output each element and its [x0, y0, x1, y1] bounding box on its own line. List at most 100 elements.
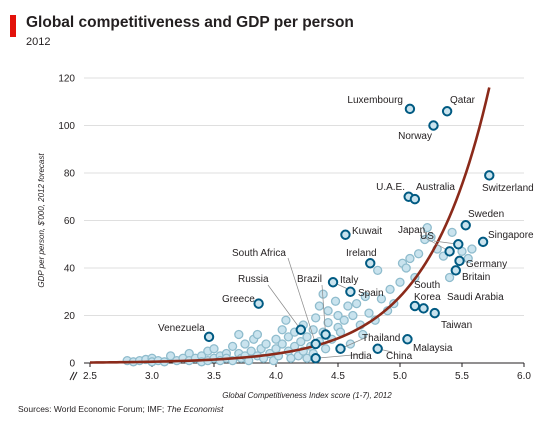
data-point	[405, 253, 415, 264]
x-tick-label: 4.5	[331, 371, 345, 382]
data-point	[339, 315, 349, 325]
highlighted-point	[409, 193, 421, 205]
country-label: US	[420, 231, 434, 242]
y-axis-title: GDP per person, $'000, 2012 forecast	[37, 153, 46, 288]
data-point	[311, 313, 321, 323]
highlighted-point	[418, 303, 429, 314]
country-label: Venezuela	[158, 323, 205, 334]
country-label: Norway	[398, 131, 432, 142]
data-point	[271, 334, 281, 344]
data-point	[281, 315, 291, 325]
country-label: Brazil	[297, 274, 322, 285]
y-tick-label: 20	[64, 311, 76, 322]
trend-line	[89, 87, 491, 364]
x-tick-label: 5.0	[393, 371, 407, 382]
data-point	[463, 253, 473, 264]
leader-line	[321, 284, 326, 335]
country-label: South	[414, 280, 440, 291]
data-point	[343, 301, 353, 311]
data-point	[385, 284, 395, 295]
data-point	[323, 317, 333, 328]
data-point	[364, 308, 374, 318]
highlighted-point	[429, 307, 440, 319]
country-label: Australia	[416, 182, 455, 193]
data-point	[373, 265, 383, 276]
country-label: Singapore	[488, 230, 534, 241]
data-point	[252, 329, 263, 340]
data-point	[227, 341, 238, 352]
highlighted-point	[444, 246, 455, 257]
country-label: India	[350, 351, 372, 362]
highlighted-point	[453, 239, 464, 250]
data-point	[302, 332, 312, 342]
data-point	[330, 296, 341, 306]
data-point	[395, 277, 405, 287]
x-tick-label: 5.5	[455, 371, 469, 382]
highlighted-point	[310, 353, 321, 364]
y-tick-label: 100	[58, 121, 75, 132]
data-point	[261, 339, 271, 349]
country-label: Kuwait	[352, 226, 382, 237]
country-label: Italy	[340, 275, 358, 286]
data-point	[277, 339, 287, 349]
leader-line	[315, 353, 365, 359]
source-publication: The Economist	[166, 404, 224, 414]
leader-line	[287, 257, 317, 345]
country-label: Britain	[462, 272, 490, 283]
y-tick-label: 120	[58, 74, 75, 85]
y-tick-label: 0	[69, 359, 75, 370]
highlighted-point	[484, 170, 495, 181]
highlighted-point	[345, 286, 356, 297]
data-point	[320, 344, 331, 354]
source-prefix: Sources: World Economic Forum; IMF;	[18, 404, 167, 414]
country-label: Luxembourg	[347, 95, 403, 106]
country-label: Greece	[222, 294, 255, 305]
x-axis-title: Global Competitiveness Index score (1-7)…	[222, 391, 392, 400]
country-label: Germany	[466, 259, 507, 270]
highlighted-point	[404, 103, 416, 115]
accent-bar	[10, 15, 16, 37]
data-point	[209, 344, 219, 354]
highlighted-point	[477, 236, 489, 248]
highlighted-point	[320, 329, 331, 340]
data-point	[165, 351, 176, 361]
leader-line	[419, 234, 450, 252]
data-point	[447, 227, 457, 238]
highlighted-point	[402, 334, 413, 345]
highlighted-point	[454, 255, 465, 267]
data-point	[283, 332, 294, 342]
chart-title: Global competitiveness and GDP per perso…	[26, 14, 354, 31]
x-tick-label: 3.5	[207, 371, 221, 382]
y-tick-label: 60	[64, 216, 76, 227]
country-label: Sweden	[468, 209, 504, 220]
data-point	[413, 249, 424, 259]
highlighted-point	[372, 343, 383, 354]
country-label: Korea	[414, 292, 441, 303]
highlighted-point	[295, 324, 306, 335]
data-point	[348, 310, 358, 321]
x-tick-label: 6.0	[517, 371, 531, 382]
data-point	[323, 306, 333, 316]
data-point	[277, 325, 287, 335]
data-point	[401, 263, 411, 273]
highlighted-point	[340, 229, 351, 240]
highlighted-point	[450, 265, 461, 276]
highlighted-point	[428, 120, 439, 131]
y-tick-label: 40	[64, 264, 76, 275]
chart-subtitle: 2012	[26, 36, 51, 48]
data-point	[314, 301, 325, 311]
country-label: Saudi Arabia	[447, 292, 504, 303]
x-tick-label: 4.0	[269, 371, 283, 382]
data-point	[240, 339, 250, 349]
highlighted-point	[335, 343, 346, 354]
highlighted-point	[203, 331, 215, 343]
data-point	[360, 291, 370, 302]
data-point	[333, 310, 343, 321]
data-point	[246, 346, 256, 356]
axis-break-icon	[69, 371, 78, 381]
data-point	[234, 329, 244, 340]
highlighted-point	[365, 258, 376, 269]
x-tick-label: 2.5	[83, 371, 97, 382]
country-label: Thailand	[362, 333, 400, 344]
data-point	[422, 222, 432, 233]
